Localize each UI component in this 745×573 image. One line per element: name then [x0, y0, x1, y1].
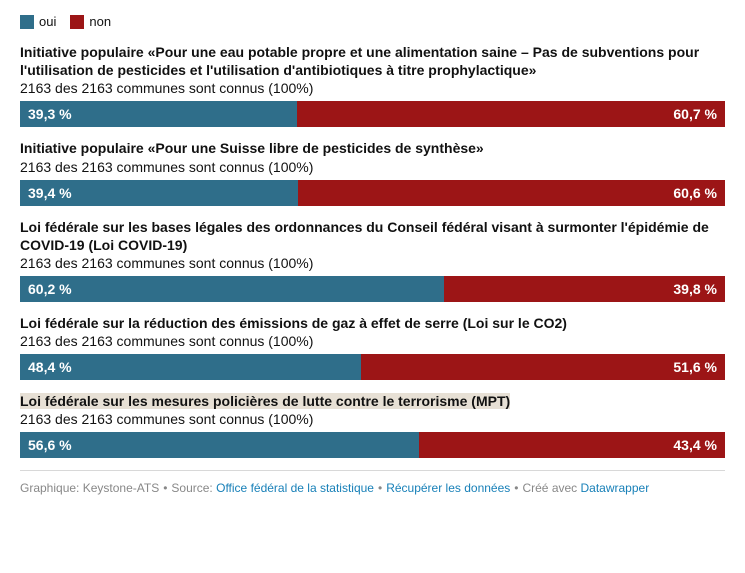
item-title: Initiative populaire «Pour une Suisse li…	[20, 139, 725, 157]
bar-segment-non: 60,7 %	[297, 101, 725, 127]
bar-label-non: 39,8 %	[673, 281, 717, 297]
chart-footer: Graphique: Keystone-ATS•Source: Office f…	[20, 470, 725, 495]
footer-created-link[interactable]: Datawrapper	[581, 481, 650, 495]
chart-body: Initiative populaire «Pour une eau potab…	[20, 43, 725, 458]
chart-item: Initiative populaire «Pour une eau potab…	[20, 43, 725, 127]
footer-source-label: Source:	[171, 481, 216, 495]
stacked-bar: 39,4 % 60,6 %	[20, 180, 725, 206]
bar-segment-non: 51,6 %	[361, 354, 725, 380]
bar-segment-oui: 48,4 %	[20, 354, 361, 380]
legend-swatch-oui	[20, 15, 34, 29]
footer-separator: •	[159, 481, 171, 495]
bar-label-oui: 56,6 %	[28, 437, 72, 453]
bar-segment-non: 43,4 %	[419, 432, 725, 458]
bar-segment-non: 39,8 %	[444, 276, 725, 302]
legend-swatch-non	[70, 15, 84, 29]
footer-created-label: Créé avec	[522, 481, 580, 495]
bar-segment-non: 60,6 %	[298, 180, 725, 206]
chart-item: Loi fédérale sur les mesures policières …	[20, 392, 725, 458]
legend-label-non: non	[89, 14, 111, 29]
legend-label-oui: oui	[39, 14, 56, 29]
item-subtitle: 2163 des 2163 communes sont connus (100%…	[20, 80, 725, 96]
bar-label-non: 43,4 %	[673, 437, 717, 453]
footer-separator: •	[510, 481, 522, 495]
bar-label-non: 60,6 %	[673, 185, 717, 201]
bar-label-oui: 39,3 %	[28, 106, 72, 122]
stacked-bar: 39,3 % 60,7 %	[20, 101, 725, 127]
item-subtitle: 2163 des 2163 communes sont connus (100%…	[20, 159, 725, 175]
footer-separator: •	[374, 481, 386, 495]
legend-item-oui: oui	[20, 14, 56, 29]
legend-item-non: non	[70, 14, 111, 29]
bar-label-non: 51,6 %	[673, 359, 717, 375]
bar-label-non: 60,7 %	[673, 106, 717, 122]
bar-label-oui: 48,4 %	[28, 359, 72, 375]
footer-graphique-label: Graphique:	[20, 481, 83, 495]
item-title-highlight: Loi fédérale sur les mesures policières …	[20, 393, 510, 409]
bar-segment-oui: 56,6 %	[20, 432, 419, 458]
chart-item: Initiative populaire «Pour une Suisse li…	[20, 139, 725, 205]
item-subtitle: 2163 des 2163 communes sont connus (100%…	[20, 255, 725, 271]
item-subtitle: 2163 des 2163 communes sont connus (100%…	[20, 411, 725, 427]
item-title: Loi fédérale sur la réduction des émissi…	[20, 314, 725, 332]
bar-segment-oui: 39,3 %	[20, 101, 297, 127]
chart-item: Loi fédérale sur les bases légales des o…	[20, 218, 725, 302]
item-subtitle: 2163 des 2163 communes sont connus (100%…	[20, 333, 725, 349]
footer-graphique-value: Keystone-ATS	[83, 481, 159, 495]
footer-data-link[interactable]: Récupérer les données	[386, 481, 510, 495]
bar-label-oui: 60,2 %	[28, 281, 72, 297]
footer-source-link[interactable]: Office fédéral de la statistique	[216, 481, 374, 495]
stacked-bar: 48,4 % 51,6 %	[20, 354, 725, 380]
legend: oui non	[20, 14, 725, 29]
item-title: Loi fédérale sur les mesures policières …	[20, 392, 725, 410]
chart-item: Loi fédérale sur la réduction des émissi…	[20, 314, 725, 380]
stacked-bar: 60,2 % 39,8 %	[20, 276, 725, 302]
bar-segment-oui: 39,4 %	[20, 180, 298, 206]
bar-segment-oui: 60,2 %	[20, 276, 444, 302]
item-title: Initiative populaire «Pour une eau potab…	[20, 43, 725, 79]
item-title: Loi fédérale sur les bases légales des o…	[20, 218, 725, 254]
stacked-bar: 56,6 % 43,4 %	[20, 432, 725, 458]
bar-label-oui: 39,4 %	[28, 185, 72, 201]
